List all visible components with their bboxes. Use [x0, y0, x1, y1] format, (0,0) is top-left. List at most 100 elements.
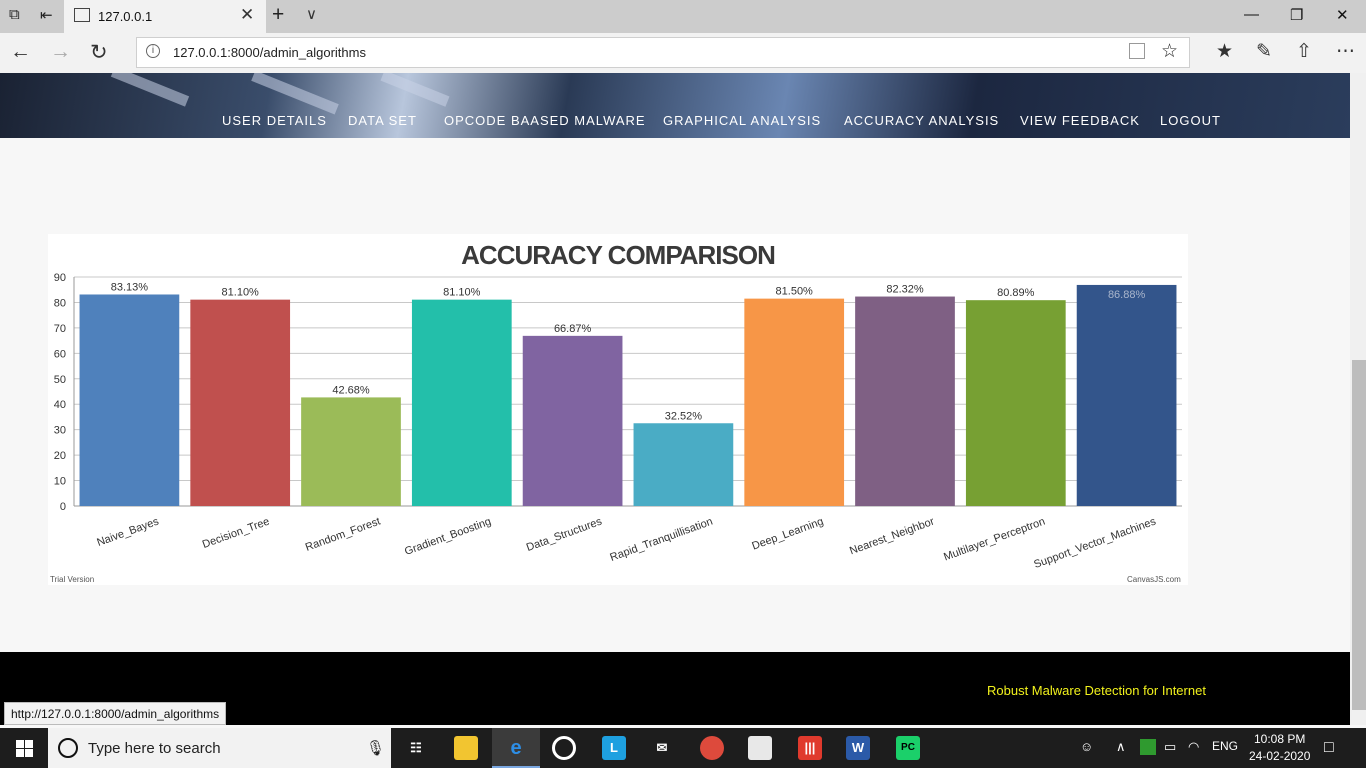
share-icon[interactable]: ⇧	[1296, 41, 1312, 62]
word-icon[interactable]: W	[846, 736, 870, 760]
bar-nearest_neighbor[interactable]	[855, 296, 955, 506]
x-tick-label: Random_Forest	[304, 516, 382, 554]
x-tick-label: Decision_Tree	[201, 516, 271, 551]
banner-decoration	[380, 73, 450, 107]
people-icon[interactable]: ☺	[1080, 739, 1094, 754]
canvasjs-credit[interactable]: CanvasJS.com	[1127, 575, 1181, 584]
data-label: 86.88%	[1108, 289, 1146, 301]
search-placeholder: Type here to search	[88, 740, 221, 757]
bar-decision_tree[interactable]	[190, 299, 291, 506]
browser-tab[interactable]: 127.0.0.1 ✕	[64, 0, 266, 33]
bar-rapid_tranquillisation[interactable]	[633, 423, 734, 506]
pen-icon[interactable]: ✎	[1256, 41, 1272, 62]
new-tab-icon[interactable]: +	[272, 3, 285, 26]
data-label: 81.10%	[443, 287, 481, 299]
tray-app-icon[interactable]	[1140, 739, 1156, 755]
back-icon[interactable]: ←	[10, 40, 31, 63]
bar-deep_learning[interactable]	[744, 298, 845, 506]
data-label: 32.52%	[665, 410, 703, 422]
tab-manager-icon[interactable]: ⧉	[9, 6, 20, 23]
bar-data_structures[interactable]	[522, 335, 623, 506]
set-aside-tabs-icon[interactable]: ⇤	[40, 7, 53, 24]
l-app-icon[interactable]: L	[602, 736, 626, 760]
banner-decoration	[251, 73, 339, 115]
data-label: 66.87%	[554, 323, 592, 335]
y-tick-label: 70	[54, 323, 66, 335]
menu-logout[interactable]: LOGOUT	[1160, 113, 1221, 128]
edge-icon[interactable]: e	[510, 737, 522, 759]
bar-multilayer_perceptron[interactable]	[965, 300, 1066, 506]
scrollbar-thumb[interactable]	[1352, 360, 1366, 710]
y-tick-label: 40	[54, 399, 66, 411]
notifications-icon[interactable]: □	[1324, 739, 1334, 756]
restore-icon[interactable]: ❐	[1290, 7, 1304, 24]
clock-date[interactable]: 24-02-2020	[1249, 749, 1311, 763]
edge-taskbar-slot	[492, 728, 540, 768]
trial-watermark: Trial Version	[50, 575, 95, 584]
accuracy-chart: ACCURACY COMPARISON 0 10 20 30 40 50 60 70 80 90 8…	[48, 234, 1188, 585]
taskbar-search[interactable]: Type here to search 🎙	[48, 728, 391, 768]
y-tick-label: 30	[54, 425, 66, 437]
x-tick-label: Naive_Bayes	[95, 515, 160, 549]
close-tab-icon[interactable]: ✕	[240, 5, 255, 24]
y-tick-label: 90	[54, 272, 66, 284]
forward-icon[interactable]: →	[50, 40, 71, 63]
more-icon[interactable]: ⋯	[1336, 41, 1355, 62]
y-tick-label: 80	[54, 297, 66, 309]
main-menu: USER DETAILS DATA SET OPCODE BAASED MALW…	[0, 113, 1350, 133]
address-bar[interactable]: i 127.0.0.1:8000/admin_algorithms ☆	[136, 37, 1190, 68]
footer-text: Robust Malware Detection for Internet	[987, 683, 1206, 698]
minimize-icon[interactable]: —	[1244, 6, 1259, 23]
bar-naive_bayes[interactable]	[79, 294, 180, 506]
favorites-icon[interactable]: ★	[1216, 41, 1234, 62]
cortana-icon	[58, 738, 78, 758]
microphone-icon[interactable]: 🎙	[366, 740, 386, 757]
menu-opcode-malware[interactable]: OPCODE BAASED MALWARE	[444, 113, 646, 128]
favorite-star-icon[interactable]: ☆	[1161, 41, 1179, 62]
banner-decoration	[110, 73, 190, 107]
chevron-down-icon[interactable]: ∨	[306, 6, 317, 23]
x-tick-label: Nearest_Neighbor	[848, 515, 936, 557]
store-icon[interactable]	[748, 736, 772, 760]
menu-view-feedback[interactable]: VIEW FEEDBACK	[1020, 113, 1140, 128]
web-page: USER DETAILS DATA SET OPCODE BAASED MALW…	[0, 73, 1350, 725]
media-icon[interactable]	[552, 736, 576, 760]
clock-time[interactable]: 10:08 PM	[1254, 732, 1306, 746]
red-app-icon[interactable]: |||	[798, 736, 822, 760]
menu-graphical-analysis[interactable]: GRAPHICAL ANALYSIS	[663, 113, 822, 128]
menu-accuracy-analysis[interactable]: ACCURACY ANALYSIS	[844, 113, 1000, 128]
tab-title: 127.0.0.1	[98, 9, 153, 24]
file-explorer-icon[interactable]	[454, 736, 478, 760]
y-tick-label: 60	[54, 348, 66, 360]
refresh-icon[interactable]: ↻	[90, 41, 108, 64]
bar-gradient_boosting[interactable]	[411, 299, 512, 506]
reading-view-icon[interactable]	[1129, 43, 1145, 59]
browser-tab-bar: ⧉ ⇤ 127.0.0.1 ✕ + ∨ — ❐ ✕	[0, 0, 1366, 33]
windows-start-icon[interactable]	[16, 740, 33, 757]
mail-icon[interactable]: ✉	[656, 740, 668, 755]
menu-data-set[interactable]: DATA SET	[348, 113, 417, 128]
tray-chevron-icon[interactable]: ∧	[1116, 739, 1126, 754]
language-indicator[interactable]: ENG	[1212, 739, 1239, 753]
header-banner: USER DETAILS DATA SET OPCODE BAASED MALW…	[0, 73, 1350, 138]
data-label: 83.13%	[111, 281, 149, 293]
bar-random_forest[interactable]	[301, 397, 401, 506]
battery-icon[interactable]: ▭	[1164, 739, 1177, 754]
info-icon[interactable]: i	[146, 44, 160, 58]
wifi-icon[interactable]: ◠	[1188, 739, 1200, 754]
chart-plot: 0 10 20 30 40 50 60 70 80 90 83.13% Naive_Bayes 81.1…	[54, 272, 1182, 571]
address-text[interactable]: 127.0.0.1:8000/admin_algorithms	[173, 45, 366, 60]
bar-support_vector_machines[interactable]	[1076, 284, 1177, 506]
task-view-icon[interactable]: ☷	[410, 740, 422, 755]
data-label: 81.10%	[222, 287, 260, 299]
menu-user-details[interactable]: USER DETAILS	[222, 113, 327, 128]
data-label: 42.68%	[332, 384, 370, 396]
browser-nav-bar: ← → ↻ i 127.0.0.1:8000/admin_algorithms …	[0, 33, 1366, 73]
data-label: 81.50%	[776, 286, 814, 298]
x-tick-label: Rapid_Tranquillisation	[608, 516, 714, 564]
pycharm-icon[interactable]: PC	[896, 736, 920, 760]
x-tick-label: Support_Vector_Machines	[1032, 515, 1158, 571]
chrome-icon[interactable]	[700, 736, 724, 760]
x-tick-label: Data_Structures	[525, 515, 604, 554]
close-window-icon[interactable]: ✕	[1336, 7, 1349, 24]
